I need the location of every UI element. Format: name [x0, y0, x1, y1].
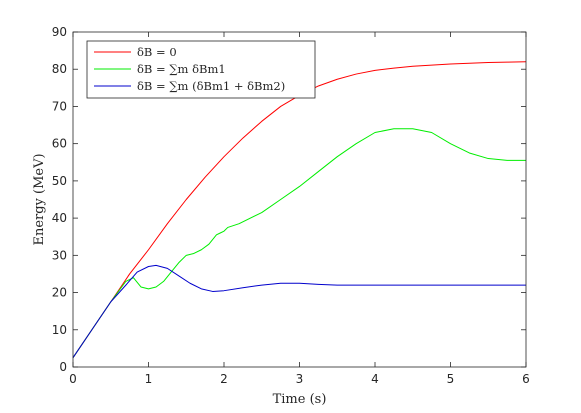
- y-tick-label: 10: [52, 323, 67, 337]
- series-line-1: [72, 61, 527, 358]
- y-tick-label: 0: [59, 360, 67, 374]
- x-tick-label: 5: [447, 372, 455, 386]
- y-tick-label: 90: [52, 25, 67, 39]
- series-line-2: [72, 128, 526, 358]
- x-axis-title: Time (s): [273, 392, 327, 407]
- series-line-3: [72, 264, 526, 358]
- legend-label-3: δB = ∑m (δBm1 + δBm2): [137, 79, 285, 93]
- y-tick-label: 60: [52, 137, 67, 151]
- x-tick-label: 3: [296, 372, 304, 386]
- y-tick-label: 70: [52, 99, 67, 113]
- legend-label-1: δB = 0: [137, 45, 177, 59]
- legend: δB = 0 δB = ∑m δBm1 δB = ∑m (δBm1 + δBm2): [86, 40, 316, 99]
- x-tick-label: 0: [69, 372, 77, 386]
- y-tick-label: 40: [52, 211, 67, 225]
- y-axis-title: Energy (MeV): [32, 153, 47, 245]
- plot-lines: [72, 61, 527, 358]
- y-tick-label: 20: [52, 286, 67, 300]
- x-tick-label: 6: [522, 372, 530, 386]
- legend-label-2: δB = ∑m δBm1: [137, 62, 226, 76]
- y-tick-label: 80: [52, 62, 67, 76]
- x-tick-label: 2: [220, 372, 228, 386]
- y-tick-label: 50: [52, 174, 67, 188]
- x-tick-label: 1: [145, 372, 153, 386]
- y-tick-label: 30: [52, 248, 67, 262]
- x-tick-label: 4: [371, 372, 379, 386]
